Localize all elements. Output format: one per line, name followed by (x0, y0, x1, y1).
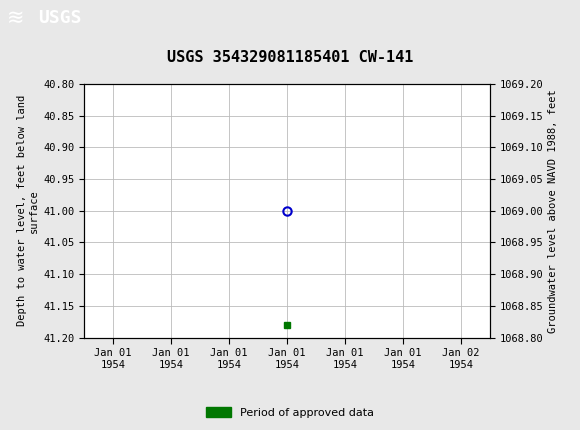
Legend: Period of approved data: Period of approved data (202, 403, 378, 422)
Text: USGS 354329081185401 CW-141: USGS 354329081185401 CW-141 (167, 50, 413, 64)
Text: USGS: USGS (38, 9, 81, 27)
Y-axis label: Groundwater level above NAVD 1988, feet: Groundwater level above NAVD 1988, feet (548, 89, 558, 332)
Text: ≋: ≋ (7, 8, 24, 28)
Y-axis label: Depth to water level, feet below land
surface: Depth to water level, feet below land su… (17, 95, 39, 326)
